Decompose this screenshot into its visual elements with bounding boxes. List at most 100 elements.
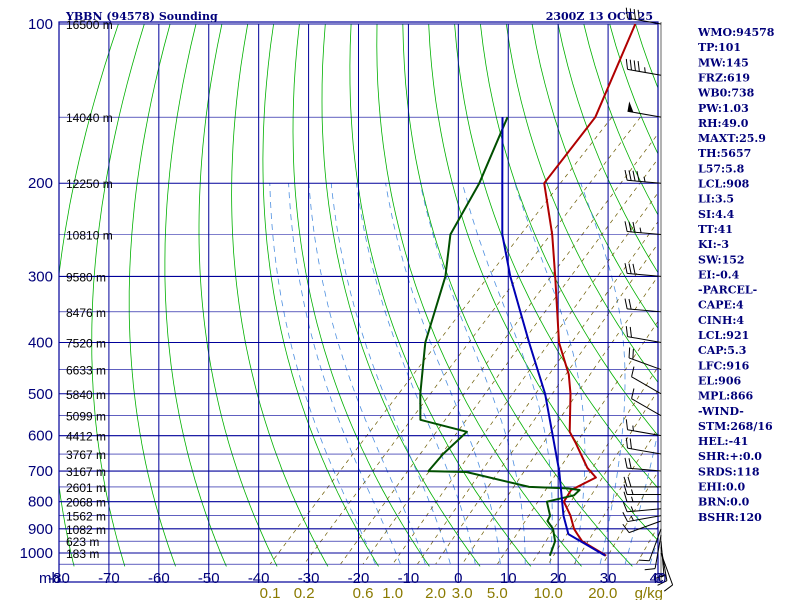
mixing-ratio-tick-label: 0.1 [260,585,281,600]
stability-index: FRZ:619 [698,71,750,84]
height-tick-label: 1562 m [66,510,106,524]
pressure-tick-label: 1000 [20,545,53,562]
stability-index: CAP:5.3 [698,344,746,357]
stability-index: RH:49.0 [698,117,749,130]
mixing-ratio-tick-label: 0.2 [294,585,315,600]
dry-adiabat [505,23,658,384]
pressure-tick-label: 300 [28,268,53,285]
stability-index: LCL:908 [698,178,750,191]
mixing-ratio-tick-label: 0.6 [353,585,374,600]
wind-barb [627,101,662,118]
temperature-tick-label: 10 [500,570,517,587]
mixing-ratio-tick-label: 10.0 [534,585,563,600]
stability-index: HEL:-41 [698,435,748,448]
wind-barb [624,221,662,236]
wind-barb [623,491,661,503]
stability-index: MAXT:25.9 [698,132,766,145]
wind-barb [623,484,661,495]
parcel-trace [501,117,606,557]
wind-barb [622,512,662,523]
moist-adiabat [385,183,501,565]
stability-index: EHI:0.0 [698,481,745,494]
height-tick-label: 183 m [66,547,99,561]
wind-barb [624,169,662,184]
dry-adiabat [531,23,658,329]
mixing-ratio-line [531,366,658,565]
height-tick-label: 2601 m [66,481,106,495]
wind-barbs [622,7,674,592]
dry-adiabat [765,24,800,566]
height-tick-label: 10810 m [66,229,113,243]
pressure-unit-label: mb [39,570,60,587]
temperature-tick-label: -80 [48,570,70,587]
mixing-ratio-line [417,221,658,565]
mixing-ratio-tick-label: 20.0 [588,585,617,600]
stability-index: BRN:0.0 [698,496,750,509]
mixing-ratio-tick-label: 2.0 [425,585,446,600]
stability-index: CINH:4 [698,314,744,327]
wind-barb [654,541,665,580]
height-tick-label: 8476 m [66,306,106,320]
stability-index: SW:152 [698,253,745,266]
height-tick-label: 16500 m [66,18,113,32]
dry-adiabat [454,23,658,489]
pressure-tick-label: 600 [28,428,53,445]
stability-index: SI:4.4 [698,208,735,221]
mixing-ratio-unit-label: g/kg [635,585,663,600]
mixing-ratio-line [392,192,658,565]
height-tick-label: 5099 m [66,410,106,424]
dry-adiabat [262,23,379,567]
mixing-ratio-tick-label: 3.0 [452,585,473,600]
valid-time: 2300Z 13 OCT 25 [546,10,653,23]
temperature-tick-label: -40 [248,570,270,587]
temperature-tick-label: -60 [148,570,170,587]
moist-adiabat [288,183,401,565]
stability-index: EI:-0.4 [698,268,740,281]
dry-adiabat [164,23,227,567]
wind-barb [625,326,662,343]
dry-adiabat [128,23,176,567]
wind-barb [624,457,662,472]
pressure-tick-label: 400 [28,334,53,351]
height-tick-label: 14040 m [66,111,113,125]
dry-adiabat [231,23,329,567]
wind-barb [624,263,662,277]
wind-barb [625,7,662,25]
pressure-tick-label: 200 [28,175,53,192]
stability-index: MW:145 [698,56,749,69]
height-tick-label: 1082 m [66,523,106,537]
stability-index: LCL:921 [698,329,749,342]
height-tick-label: 2068 m [66,496,106,510]
dry-adiabat [583,23,658,216]
temperature-unit-label: C [653,570,664,587]
wind-barb [622,501,662,513]
stability-index: TH:5657 [698,147,751,160]
temperature-tick-label: 20 [550,570,567,587]
sounding-traces [419,23,637,557]
wind-barb [631,366,662,395]
stability-index: SHR:+:0.0 [698,450,762,463]
temperature-trace [543,23,637,557]
height-tick-label: 3767 m [66,448,106,462]
stability-index: LFC:916 [698,359,750,372]
height-tick-label: 5840 m [66,388,106,402]
stability-indices-panel: WMO:94578 TP:101 MW:145 FRZ:619 WB0:738 PW:1.… [697,26,775,524]
moist-adiabat [419,183,526,565]
stability-index: EL:906 [698,374,741,387]
pressure-tick-label: 100 [28,16,53,33]
moist-adiabat [514,183,586,565]
stability-index: L57:5.8 [698,162,745,175]
stability-index: MPL:866 [698,390,754,403]
stability-index: SRDS:118 [698,465,760,478]
plot-frame [58,21,659,583]
stability-index: BSHR:120 [698,511,762,524]
height-tick-label: 7520 m [66,336,106,350]
wind-barb [628,347,662,371]
stability-index: CAPE:4 [698,299,744,312]
stability-index: LI:3.5 [698,193,734,206]
stability-index: WMO:94578 [697,26,775,39]
temperature-tick-label: -50 [198,570,220,587]
height-tick-label: 623 m [66,535,99,549]
stability-index: PW:1.03 [698,102,749,115]
